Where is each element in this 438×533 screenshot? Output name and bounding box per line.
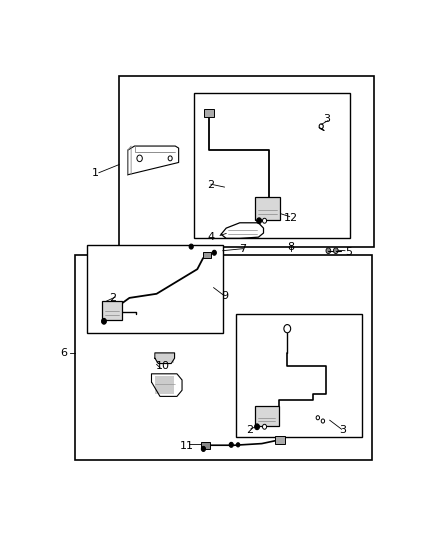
Bar [275, 436, 285, 445]
Text: 9: 9 [221, 291, 228, 301]
Text: 2: 2 [109, 293, 116, 303]
Circle shape [102, 318, 106, 324]
Circle shape [316, 416, 320, 420]
Text: 10: 10 [155, 361, 170, 370]
Bar [119, 76, 374, 247]
Bar [237, 314, 362, 438]
Text: 2: 2 [207, 180, 215, 190]
Bar [155, 376, 173, 394]
Text: 3: 3 [339, 425, 346, 435]
Text: 1: 1 [92, 168, 99, 177]
Bar [102, 301, 122, 320]
Circle shape [262, 219, 267, 223]
Bar [194, 93, 350, 238]
Circle shape [229, 442, 233, 447]
Bar [255, 197, 280, 220]
Text: 11: 11 [180, 441, 194, 450]
Circle shape [137, 155, 142, 161]
Text: 4: 4 [207, 232, 215, 242]
Bar [87, 245, 223, 333]
Circle shape [262, 424, 267, 429]
Text: 12: 12 [284, 213, 298, 223]
Text: 3: 3 [323, 115, 330, 124]
Circle shape [326, 248, 331, 254]
Text: 5: 5 [345, 247, 352, 257]
Text: 8: 8 [287, 241, 294, 252]
Circle shape [212, 251, 216, 255]
Bar [255, 406, 279, 426]
Text: 6: 6 [60, 348, 67, 358]
Circle shape [168, 156, 172, 161]
Circle shape [284, 325, 291, 333]
Bar [155, 353, 174, 363]
Circle shape [321, 419, 325, 423]
Bar [203, 252, 211, 258]
Bar [75, 255, 372, 460]
Bar [204, 109, 214, 117]
Circle shape [333, 248, 338, 254]
Circle shape [189, 244, 193, 249]
Circle shape [201, 447, 205, 451]
Circle shape [254, 424, 259, 430]
Circle shape [319, 124, 323, 129]
Circle shape [237, 443, 240, 447]
Text: 2: 2 [246, 425, 254, 435]
Circle shape [257, 218, 261, 224]
Text: 7: 7 [240, 245, 247, 254]
Bar [201, 441, 210, 449]
